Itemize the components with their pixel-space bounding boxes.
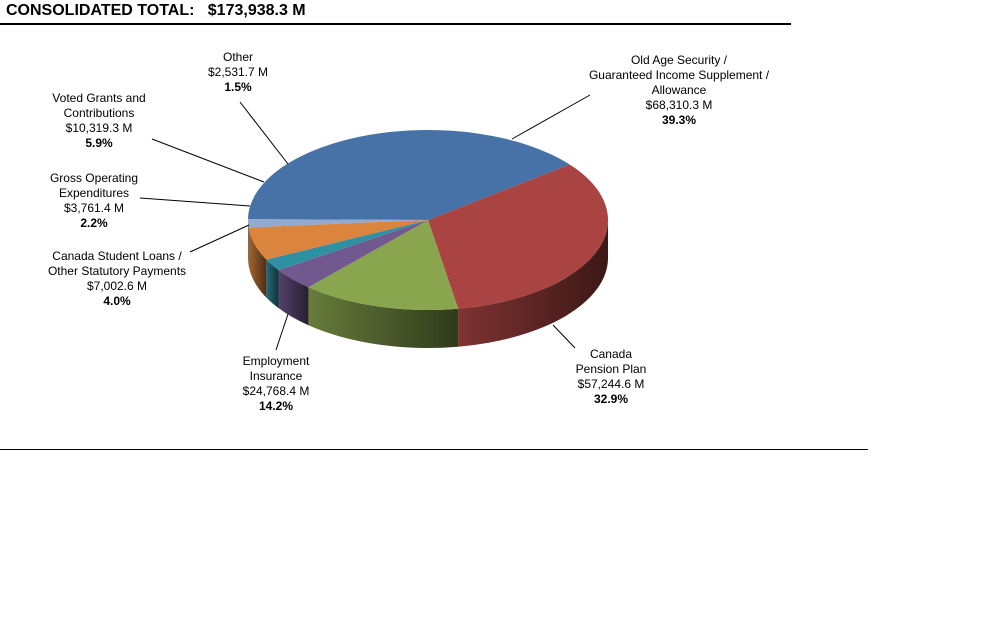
slice-name-other: Other bbox=[223, 50, 253, 64]
slice-percent-old-age-security: 39.3% bbox=[662, 113, 696, 127]
leader-line-canada-student-loans bbox=[189, 224, 250, 253]
slice-percent-canada-pension-plan: 32.9% bbox=[594, 392, 628, 406]
pie-slice-canada-pension-plan bbox=[428, 164, 608, 309]
slice-amount-canada-student-loans: $7,002.6 M bbox=[87, 279, 147, 293]
slice-percent-voted-grants: 5.9% bbox=[85, 136, 113, 150]
slice-name-canada-student-loans: Other Statutory Payments bbox=[48, 264, 186, 278]
pie-slice-voted-grants bbox=[248, 220, 428, 260]
slice-name-old-age-security: Old Age Security / bbox=[631, 53, 728, 67]
leader-line-gross-operating-expenditures bbox=[139, 197, 251, 207]
slice-percent-gross-operating-expenditures: 2.2% bbox=[80, 216, 108, 230]
leader-line-employment-insurance bbox=[275, 313, 289, 351]
slice-amount-other: $2,531.7 M bbox=[208, 65, 268, 79]
pie-side-employment-insurance bbox=[308, 287, 459, 349]
pie-side-walls bbox=[248, 220, 608, 349]
pie-slice-gross-operating-expenditures bbox=[266, 220, 428, 271]
leader-line-canada-pension-plan bbox=[552, 324, 576, 349]
consolidated-total-value: $173,938.3 M bbox=[207, 2, 306, 19]
slice-name-canada-student-loans: Canada Student Loans / bbox=[52, 249, 182, 263]
slice-amount-employment-insurance: $24,768.4 M bbox=[243, 384, 310, 398]
slice-name-employment-insurance: Insurance bbox=[250, 369, 303, 383]
slice-name-old-age-security: Allowance bbox=[652, 83, 707, 97]
slice-percent-canada-student-loans: 4.0% bbox=[103, 294, 131, 308]
slice-amount-voted-grants: $10,319.3 M bbox=[66, 121, 133, 135]
slice-amount-gross-operating-expenditures: $3,761.4 M bbox=[64, 201, 124, 215]
slice-percent-other: 1.5% bbox=[224, 80, 252, 94]
slice-name-voted-grants: Contributions bbox=[64, 106, 135, 120]
consolidated-total-header: CONSOLIDATED TOTAL: $173,938.3 M bbox=[6, 2, 306, 20]
slice-label-canada-student-loans: Canada Student Loans /Other Statutory Pa… bbox=[48, 249, 186, 308]
pie-side-canada-pension-plan bbox=[458, 220, 608, 347]
pie-side-canada-student-loans bbox=[278, 270, 309, 326]
slice-amount-old-age-security: $68,310.3 M bbox=[646, 98, 713, 112]
slice-name-old-age-security: Guaranteed Income Supplement / bbox=[589, 68, 770, 82]
pie-slice-employment-insurance bbox=[308, 220, 459, 310]
slice-name-employment-insurance: Employment bbox=[243, 354, 310, 368]
consolidated-total-label: CONSOLIDATED TOTAL: bbox=[6, 2, 195, 19]
slice-name-gross-operating-expenditures: Expenditures bbox=[59, 186, 129, 200]
slice-name-canada-pension-plan: Pension Plan bbox=[576, 362, 647, 376]
pie-side-voted-grants bbox=[248, 227, 267, 298]
slice-label-other: Other$2,531.7 M1.5% bbox=[208, 50, 268, 94]
leader-line-voted-grants bbox=[151, 138, 265, 183]
pie-side-gross-operating-expenditures bbox=[266, 259, 279, 309]
pie-slice-old-age-security bbox=[248, 129, 570, 220]
slice-label-old-age-security: Old Age Security /Guaranteed Income Supp… bbox=[589, 53, 770, 127]
pie-slice-canada-student-loans bbox=[278, 220, 428, 288]
slice-percent-employment-insurance: 14.2% bbox=[259, 399, 293, 413]
pie-labels: Old Age Security /Guaranteed Income Supp… bbox=[48, 50, 770, 413]
leader-line-old-age-security bbox=[511, 94, 591, 140]
slice-amount-canada-pension-plan: $57,244.6 M bbox=[578, 377, 645, 391]
slice-name-gross-operating-expenditures: Gross Operating bbox=[50, 171, 138, 185]
slice-name-canada-pension-plan: Canada bbox=[590, 347, 632, 361]
pie-slice-other bbox=[247, 219, 428, 228]
pie-top bbox=[247, 129, 608, 310]
bottom-rule bbox=[0, 449, 868, 450]
top-rule bbox=[0, 23, 791, 25]
slice-name-voted-grants: Voted Grants and bbox=[52, 91, 145, 105]
pie-side-other bbox=[248, 220, 249, 266]
leader-line-other bbox=[239, 101, 289, 165]
